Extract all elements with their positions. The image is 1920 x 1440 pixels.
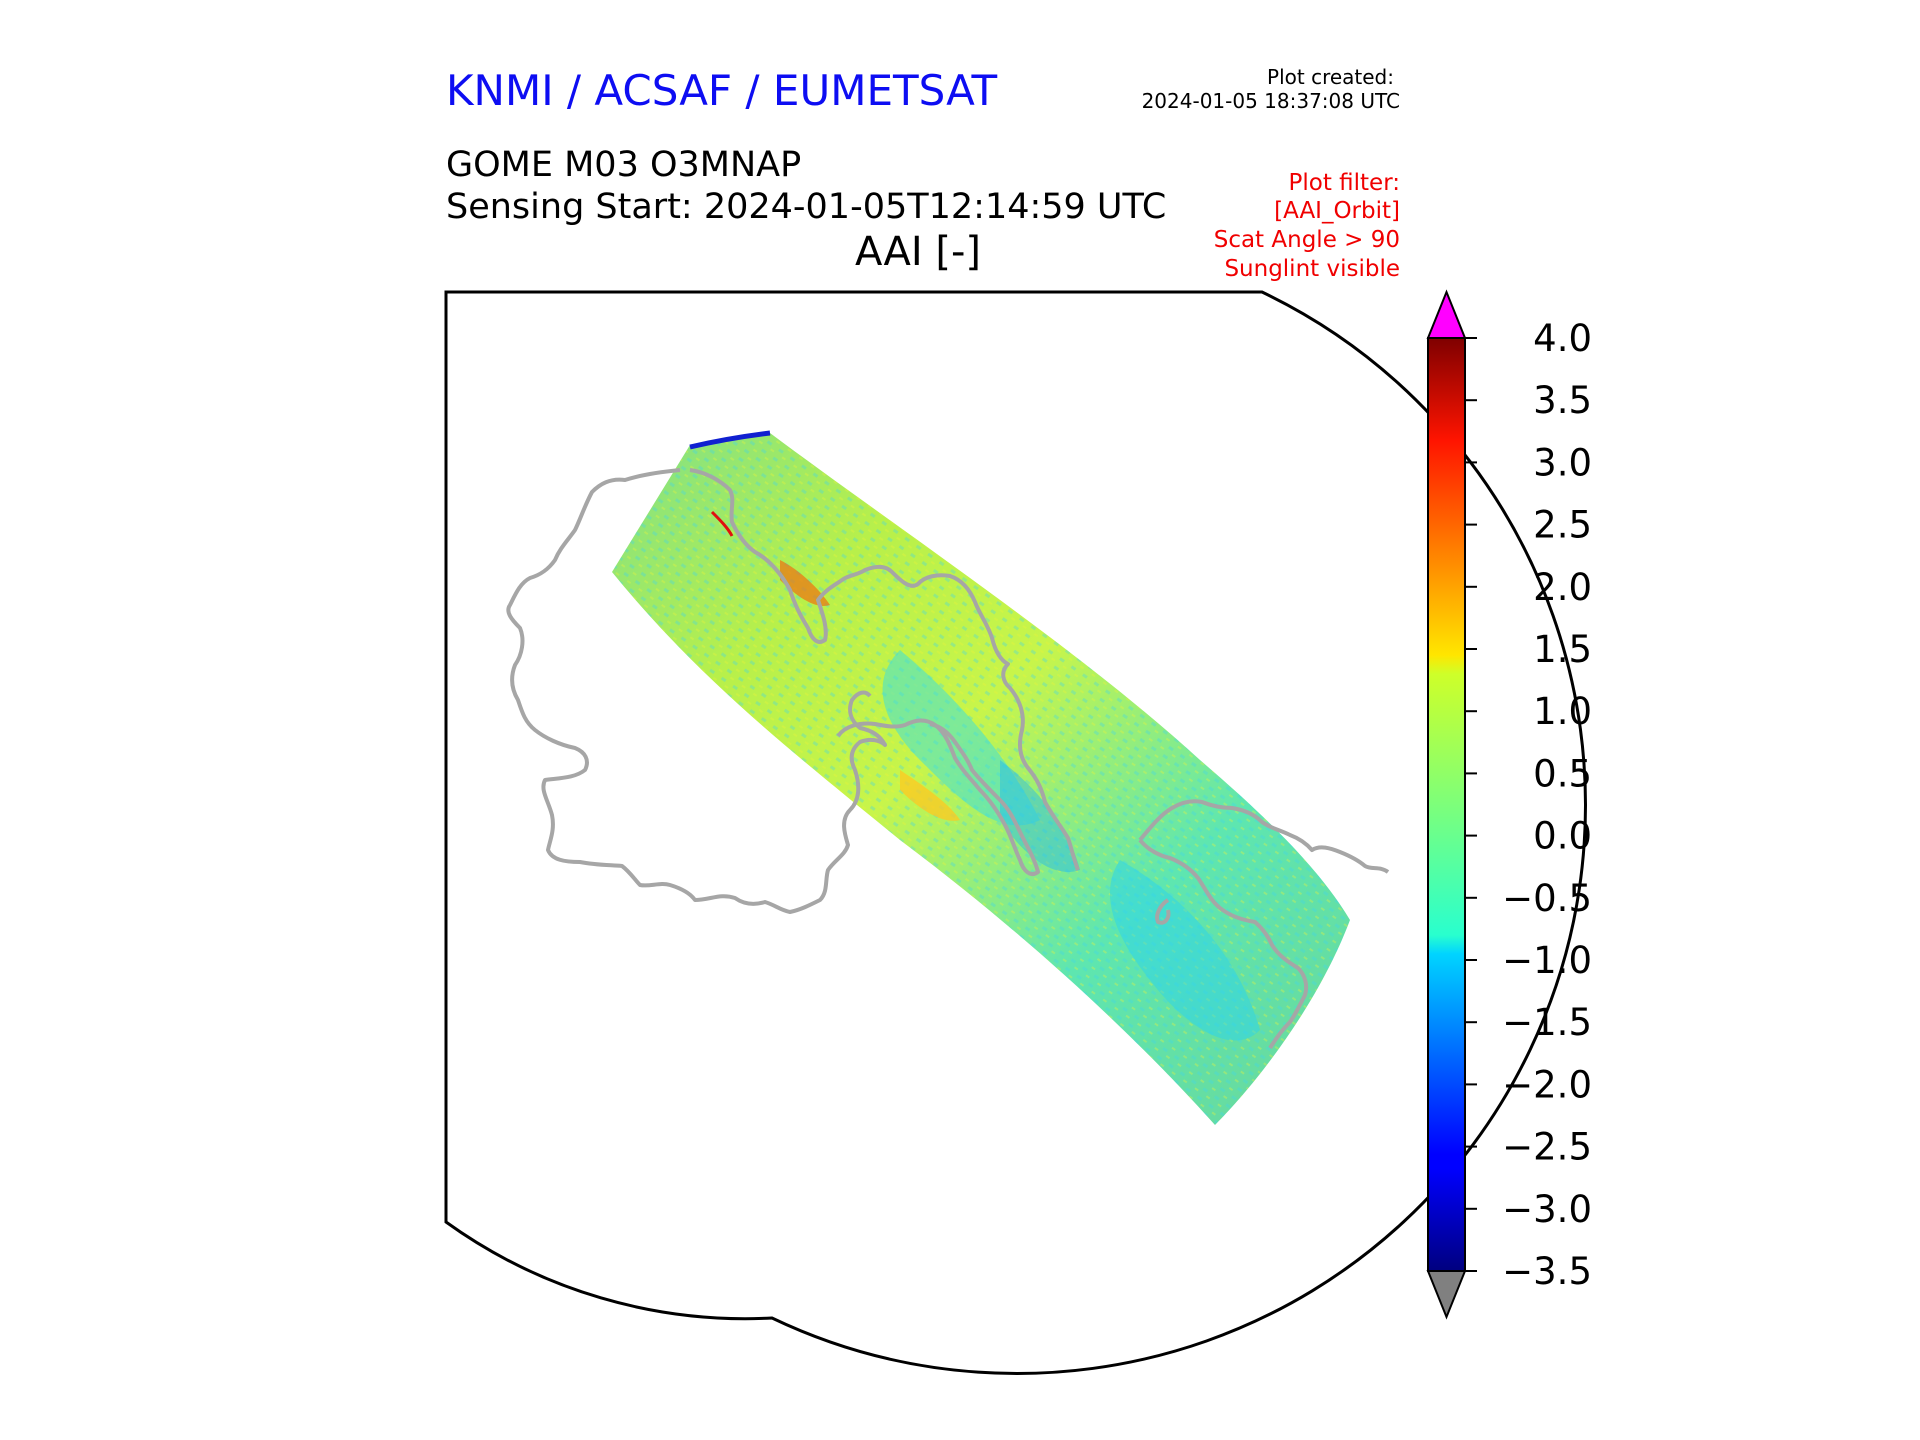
colorbar-over-arrow bbox=[1426, 289, 1467, 339]
colorbar-tick-label: 1.0 bbox=[1533, 690, 1592, 733]
map-boundary bbox=[444, 290, 1587, 1375]
plot-created-date: 2024-01-05 18:37:08 UTC bbox=[1141, 89, 1400, 113]
colorbar-tick-label: 3.0 bbox=[1533, 441, 1592, 484]
colorbar-tick-label: 4.0 bbox=[1533, 317, 1592, 360]
colorbar-tick-label: 0.0 bbox=[1533, 815, 1592, 858]
colorbar-tick-label: 0.5 bbox=[1533, 752, 1592, 795]
colorbar-tick-label: −2.5 bbox=[1502, 1126, 1592, 1169]
colorbar-tick-label: −1.5 bbox=[1502, 1001, 1592, 1044]
colorbar-bar bbox=[1427, 337, 1466, 1272]
organization-title: KNMI / ACSAF / EUMETSAT bbox=[446, 66, 998, 115]
colorbar-tick-label: −3.0 bbox=[1502, 1188, 1592, 1231]
plot-filter-orbit: [AAI_Orbit] bbox=[1274, 198, 1400, 224]
colorbar-tick-label: −0.5 bbox=[1502, 877, 1592, 920]
plot-filter-sunglint: Sunglint visible bbox=[1224, 256, 1400, 282]
coastline-ice-shelf bbox=[836, 718, 1040, 877]
colorbar-tick-label: 2.0 bbox=[1533, 566, 1592, 609]
plot-filter-scat-angle: Scat Angle > 90 bbox=[1213, 227, 1400, 253]
plot-created-label: Plot created: bbox=[1267, 65, 1394, 89]
colorbar: 4.0 3.5 3.0 2.5 2.0 1.5 1.0 0.5 0.0 −0.5 −1.0 −1.5 −… bbox=[1426, 289, 1592, 1320]
colorbar-tick-label: 1.5 bbox=[1533, 628, 1592, 671]
colorbar-tick-label: −2.0 bbox=[1502, 1063, 1592, 1106]
colorbar-tick-label: 2.5 bbox=[1533, 504, 1592, 547]
plot-filter-heading: Plot filter: bbox=[1288, 170, 1400, 196]
colorbar-tick-label: −3.5 bbox=[1502, 1250, 1592, 1293]
map-area bbox=[506, 430, 1390, 1125]
coastline-peninsula bbox=[689, 468, 1080, 871]
sensing-start: Sensing Start: 2024-01-05T12:14:59 UTC bbox=[446, 187, 1167, 227]
variable-title: AAI [-] bbox=[855, 229, 981, 275]
colorbar-tick-label: −1.0 bbox=[1502, 939, 1592, 982]
colorbar-tick-label: 3.5 bbox=[1533, 379, 1592, 422]
coastline-east bbox=[1138, 799, 1390, 1050]
coastline-main bbox=[506, 468, 887, 914]
colorbar-under-arrow bbox=[1426, 1270, 1467, 1320]
product-title: GOME M03 O3MNAP bbox=[446, 145, 802, 185]
